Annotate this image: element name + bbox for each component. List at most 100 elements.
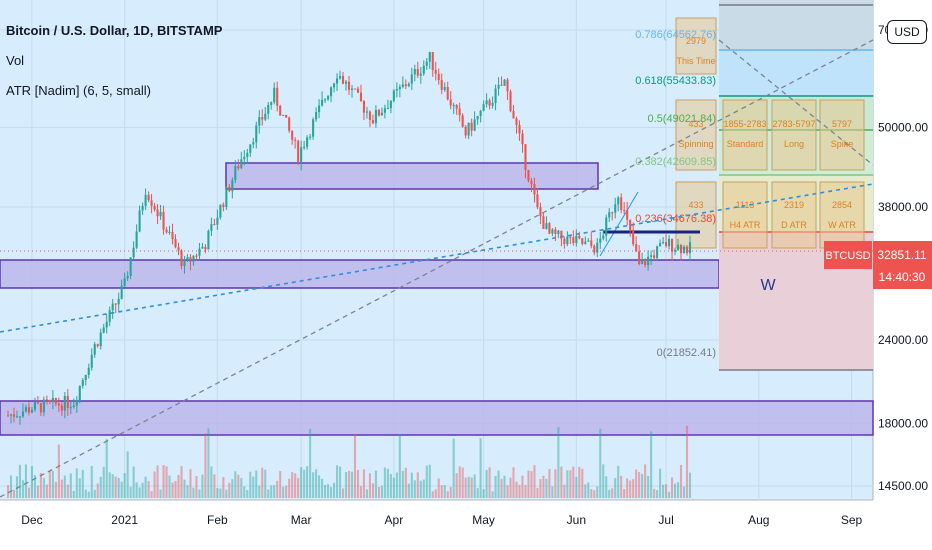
volume-bar [57,444,60,498]
candle-body [602,235,605,239]
trend-line-grey-dashed[interactable] [0,39,874,498]
candle-body [569,236,572,238]
candle-body [665,242,668,247]
volume-bar [108,472,111,498]
volume-bar [688,472,692,498]
volume-bar [380,485,383,498]
volume-bar [356,469,360,498]
volume-bar [39,472,42,498]
candle-body [126,275,129,279]
volume-bar [623,489,626,498]
candle-body [138,210,141,232]
candle-body [464,126,467,136]
candle-body [66,395,69,409]
price-tick-label: 14500.00 [878,479,928,493]
volume-bar [276,480,279,498]
candle-body [162,211,165,230]
candle-body [282,114,285,116]
volume-bar [99,476,102,498]
candle-body [294,139,297,141]
trend-line-blue-small[interactable] [599,191,639,257]
legend-atr[interactable]: ATR [Nadim] (6, 5, small) [6,83,151,98]
candle-body [533,184,536,195]
volume-bar [632,479,635,498]
candle-body [186,257,189,260]
volume-bar [470,477,473,498]
price-tick-label: 50000.00 [878,120,928,134]
time-tick-label: Dec [21,513,42,527]
candle-body [353,88,357,90]
volume-bar [123,473,126,498]
candle-body [267,104,270,114]
current-price-tag[interactable]: BTCUSD 32851.11 14:40:30 [824,241,932,289]
volume-bar [518,484,521,498]
volume-bar [132,466,135,498]
volume-bar [575,476,578,498]
candle-body [380,112,383,116]
volume-bar [362,469,366,498]
volume-bar [647,475,650,498]
volume-bar [656,490,659,498]
candle-body [560,230,563,239]
candle-body [509,91,512,111]
candle-body [494,88,497,104]
volume-bar [395,472,398,498]
volume-bar [183,479,186,498]
candle-body [482,104,485,111]
time-axis-ticks: Dec 2021 Feb Mar Apr May Jun Jul Aug Sep [21,513,862,527]
candle-body [371,119,374,124]
zone-rect-lower[interactable] [0,400,874,436]
candle-body [491,103,494,106]
candle-body [276,87,279,106]
candle-body [647,256,650,266]
candle-body [273,87,276,103]
volume-bar [434,489,437,498]
volume-bar [63,475,66,498]
volume-bar [75,468,78,498]
candle-body [676,244,680,250]
volume-bar [165,466,168,498]
volume-bar [485,469,488,498]
candle-body [330,87,333,97]
candle-body [297,140,300,162]
candle-body [554,229,557,234]
candle-body [90,354,93,368]
trend-line-grey-dashed-down[interactable] [718,39,874,166]
volume-bar [189,469,192,498]
volume-bar [452,438,455,498]
candle-body [590,240,593,246]
volume-bar [671,477,674,498]
fib-label-0: 0(21852.41) [657,347,716,359]
trend-line-blue-dashed[interactable] [0,183,874,333]
volume-bar [497,470,500,498]
candle-body [422,65,425,74]
candle-body [518,125,521,134]
currency-button[interactable]: USD [887,20,927,44]
legend-vol[interactable]: Vol [6,53,25,68]
candle-body [180,250,183,267]
zone-rect-middle[interactable] [0,259,720,289]
candle-body [581,238,584,245]
candle-body [117,298,120,305]
zone-rect-upper[interactable] [225,162,599,190]
volume-bar [599,428,602,498]
volume-bar [431,491,434,498]
volume-bar [365,489,368,498]
volume-bar [479,438,482,498]
candle-body [473,119,476,131]
candle-body [389,100,392,109]
volume-bar [590,488,593,498]
volume-bar [596,486,599,498]
candle-body [324,99,327,101]
atr-cell-r1c3 [771,99,817,171]
volume-bar [279,471,282,498]
atr-r2c4-line2: W ATR [828,220,856,230]
candle-body [306,137,309,147]
volume-bar [407,483,410,498]
candlestick-series[interactable] [6,51,692,425]
chart-title: Bitcoin / U.S. Dollar, 1D, BITSTAMP [6,23,223,38]
candle-body [249,144,252,153]
volume-bar [676,482,680,498]
candle-body [488,100,491,106]
